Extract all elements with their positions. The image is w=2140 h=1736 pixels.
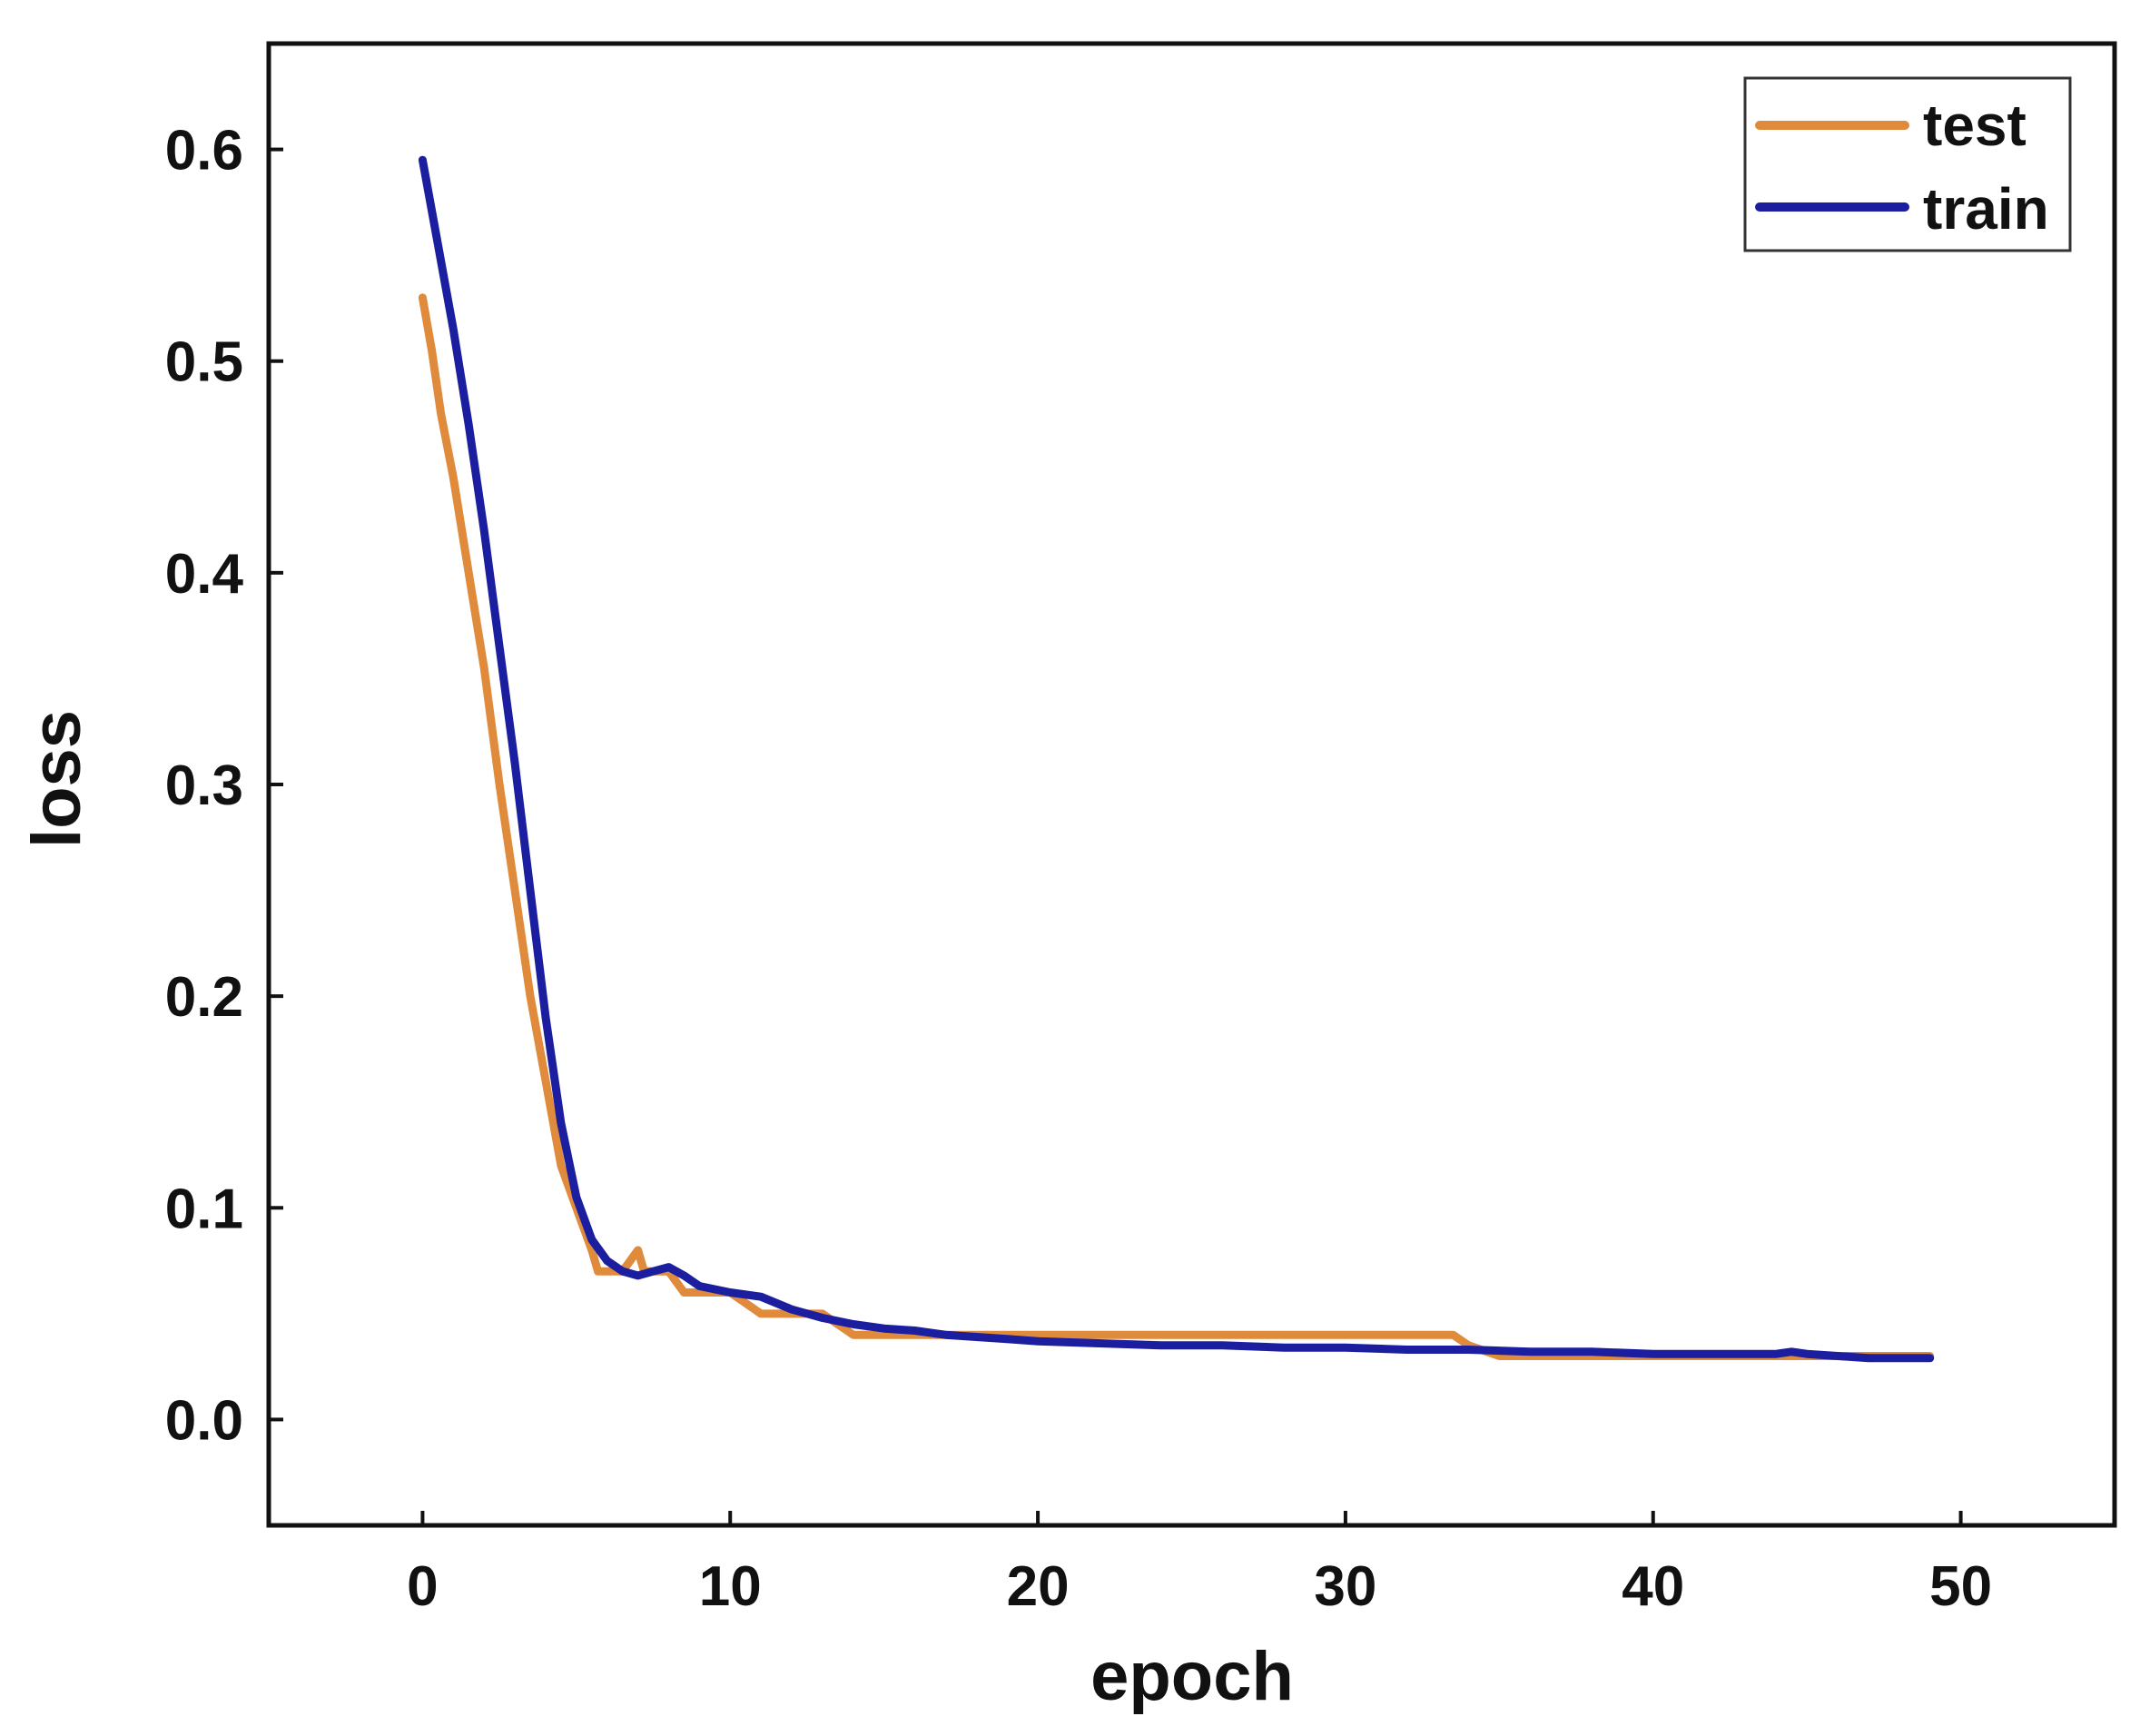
- x-tick-label-40: 40: [1622, 1555, 1684, 1618]
- axes-group: 0 10 20 30 40 50 0.0 0.1 0.2 0.3 0.4 0.5 0.6: [165, 41, 2117, 1618]
- y-axis-title: loss: [18, 710, 95, 848]
- x-tick-label-30: 30: [1314, 1555, 1376, 1618]
- legend-label-test: test: [1923, 93, 2027, 158]
- y-tick-label-0.2: 0.2: [165, 966, 243, 1029]
- x-axis-title: epoch: [1090, 1638, 1294, 1715]
- x-tick-label-0: 0: [407, 1555, 438, 1618]
- legend: test train: [1743, 76, 2072, 252]
- y-tick-label-0.5: 0.5: [165, 331, 243, 394]
- y-tick-label-0.6: 0.6: [165, 120, 243, 182]
- x-tick-label-50: 50: [1929, 1555, 1992, 1618]
- y-tick-label-0: 0.0: [165, 1389, 243, 1452]
- series-line-train: [418, 155, 1935, 1363]
- legend-box: [1743, 76, 2072, 252]
- x-tick-label-20: 20: [1007, 1555, 1070, 1618]
- y-tick-label-0.1: 0.1: [165, 1178, 243, 1240]
- x-tick-label-10: 10: [699, 1555, 762, 1618]
- y-tick-label-0.3: 0.3: [165, 755, 243, 817]
- y-tick-label-0.4: 0.4: [165, 543, 244, 606]
- series-group: [418, 155, 1935, 1363]
- legend-label-train: train: [1923, 176, 2049, 242]
